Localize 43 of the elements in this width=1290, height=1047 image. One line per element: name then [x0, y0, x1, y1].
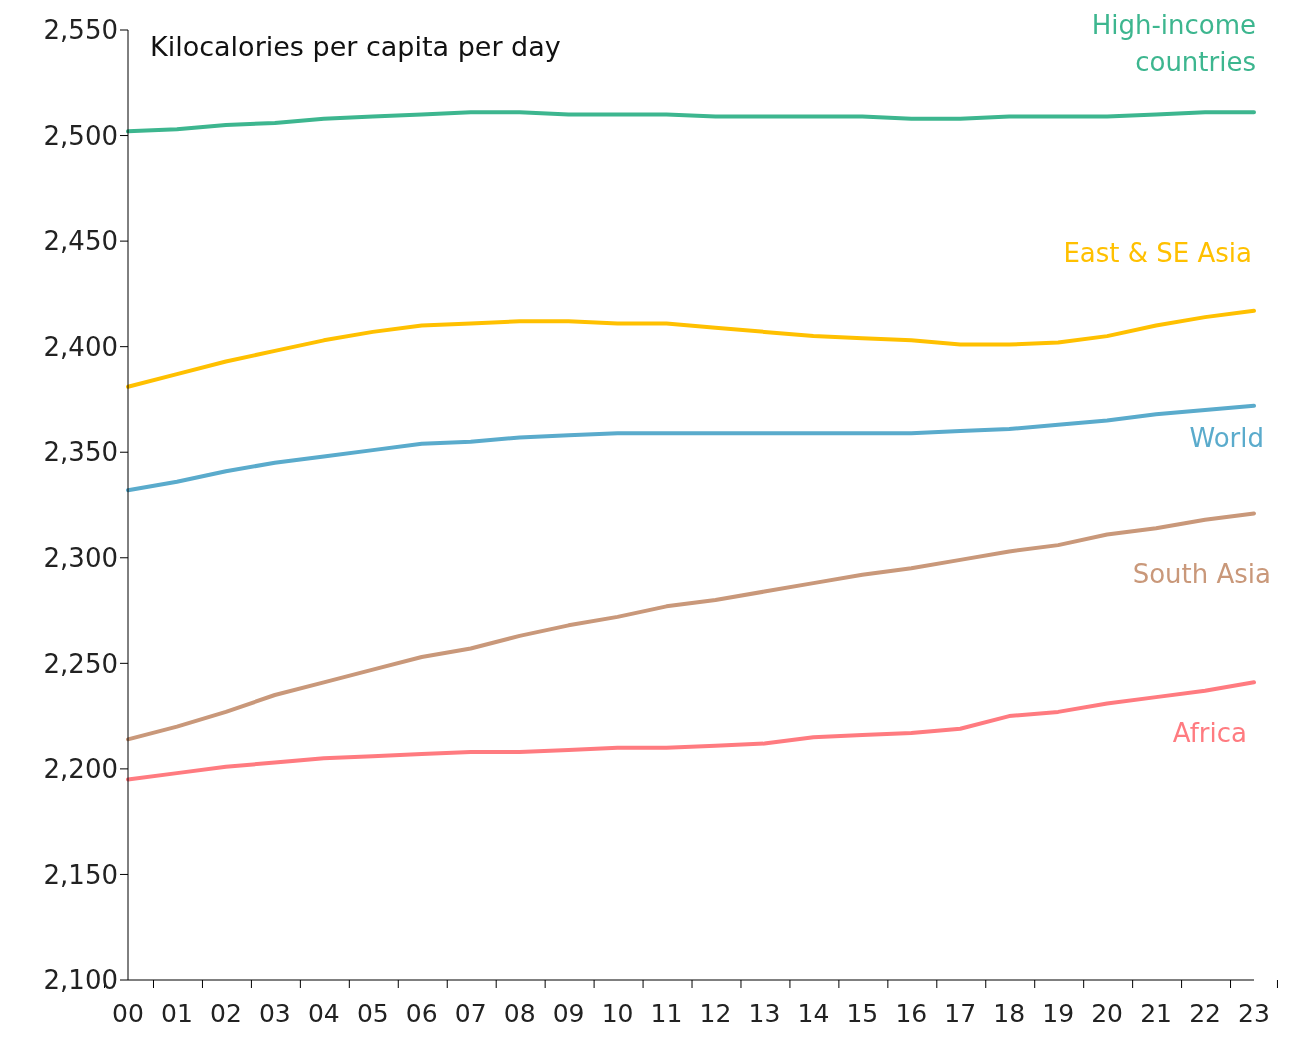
y-tick-label: 2,250	[43, 648, 118, 679]
x-tick-label: 17	[944, 999, 977, 1028]
x-tick-label: 18	[993, 999, 1026, 1028]
y-tick-label: 2,550	[43, 15, 118, 46]
series-label: South Asia	[1132, 559, 1271, 590]
series-label: Africa	[1172, 718, 1247, 749]
x-tick-label: 13	[748, 999, 781, 1028]
y-tick-label: 2,200	[43, 754, 118, 785]
x-tick-label: 21	[1140, 999, 1172, 1028]
x-tick-label: 10	[601, 999, 634, 1028]
x-tick-label: 06	[405, 999, 438, 1028]
line-series	[126, 680, 1256, 782]
x-tick-label: 20	[1091, 999, 1124, 1028]
x-tick-label: 03	[258, 999, 291, 1028]
y-tick-label: 2,450	[43, 226, 118, 257]
x-tick-label: 11	[650, 999, 683, 1028]
y-tick-label: 2,100	[43, 965, 118, 996]
line-series	[126, 308, 1256, 389]
x-tick-label: 02	[210, 999, 242, 1028]
x-tick-label: 05	[356, 999, 389, 1028]
x-tick-label: 08	[503, 999, 536, 1028]
y-axis-title: Kilocalories per capita per day	[150, 30, 561, 62]
series-label: High-income countries	[1091, 10, 1256, 78]
line-series	[126, 110, 1256, 134]
y-tick-label: 2,500	[43, 120, 118, 151]
x-tick-label: 12	[699, 999, 732, 1028]
x-tick-label: 14	[797, 999, 830, 1028]
x-tick-label: 19	[1042, 999, 1075, 1028]
series-label: East & SE Asia	[1063, 237, 1252, 268]
x-tick-label: 01	[161, 999, 193, 1028]
x-tick-label: 16	[895, 999, 928, 1028]
x-tick-label: 22	[1189, 999, 1221, 1028]
x-tick-label: 23	[1238, 999, 1270, 1028]
y-tick-label: 2,400	[43, 331, 118, 362]
x-tick-label: 00	[112, 999, 144, 1028]
y-tick-label: 2,150	[43, 859, 118, 890]
x-tick-label: 04	[307, 999, 340, 1028]
series-label: World	[1189, 422, 1264, 453]
x-tick-label: 09	[552, 999, 585, 1028]
x-tick-label: 15	[846, 999, 879, 1028]
x-tick-label: 07	[454, 999, 487, 1028]
y-tick-label: 2,350	[43, 437, 118, 468]
y-tick-label: 2,300	[43, 543, 118, 574]
